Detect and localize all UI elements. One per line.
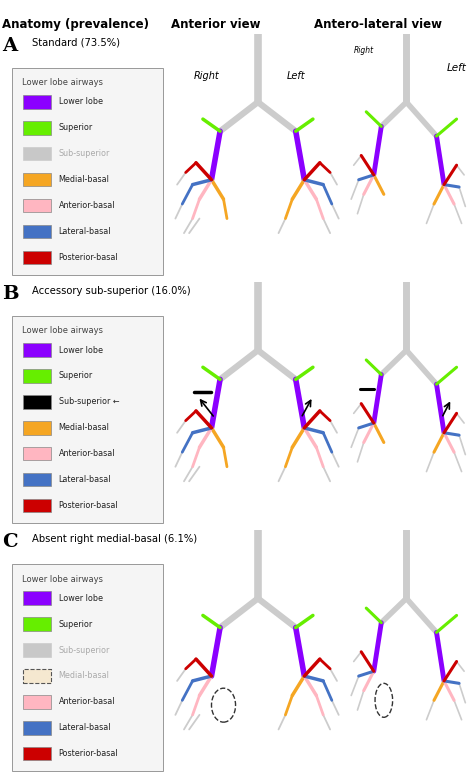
Text: B: B	[2, 284, 19, 303]
Text: Accessory sub-superior (16.0%): Accessory sub-superior (16.0%)	[33, 286, 191, 296]
Text: Right: Right	[354, 47, 374, 55]
Text: Left: Left	[286, 71, 305, 81]
Text: Anatomy (prevalence): Anatomy (prevalence)	[2, 18, 149, 30]
Text: Anterior view: Anterior view	[171, 18, 261, 30]
Text: Left: Left	[447, 63, 466, 73]
Text: Absent right medial-basal (6.1%): Absent right medial-basal (6.1%)	[33, 534, 198, 544]
Text: Standard (73.5%): Standard (73.5%)	[33, 38, 120, 48]
Text: A: A	[2, 37, 18, 54]
Text: Antero-lateral view: Antero-lateral view	[314, 18, 442, 30]
Text: C: C	[2, 533, 18, 551]
Text: Right: Right	[193, 71, 219, 81]
